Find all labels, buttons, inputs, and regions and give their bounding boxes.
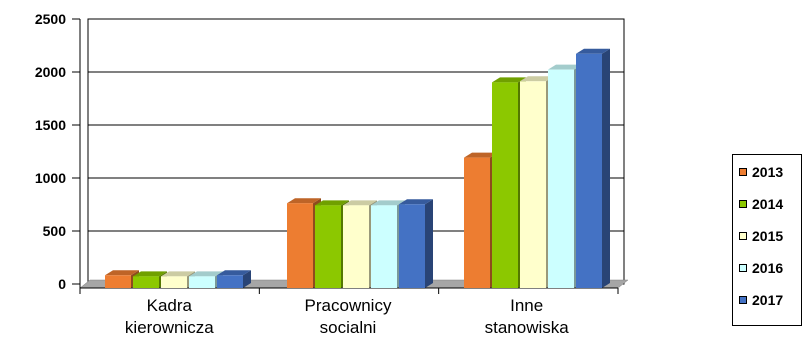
legend-label: 2015 (752, 228, 784, 244)
legend-item-2013: 2013 (739, 162, 783, 182)
x-category-label: Kadra (147, 296, 193, 315)
legend-swatch (739, 232, 747, 240)
legend-swatch (739, 200, 747, 208)
legend-item-2016: 2016 (739, 258, 783, 278)
legend-swatch (739, 168, 747, 176)
legend-label: 2014 (752, 196, 784, 212)
y-tick-label: 1000 (35, 170, 66, 186)
x-category-label: stanowiska (485, 318, 570, 337)
legend-item-2014: 2014 (739, 194, 783, 214)
legend-swatch (739, 264, 747, 272)
legend-label: 2016 (752, 260, 784, 276)
legend-item-2015: 2015 (739, 226, 783, 246)
y-tick-label: 500 (43, 223, 67, 239)
legend-swatch (739, 296, 747, 304)
legend-label: 2013 (752, 164, 784, 180)
legend-item-2017: 2017 (739, 290, 783, 310)
bar-2017-0 (217, 270, 251, 288)
y-tick-label: 0 (58, 276, 66, 292)
bar-2017-1 (399, 199, 433, 288)
x-category-label: kierownicza (125, 318, 214, 337)
y-tick-label: 1500 (35, 117, 66, 133)
x-category-label: socialni (320, 318, 377, 337)
legend-label: 2017 (752, 292, 784, 308)
x-category-label: Inne (510, 296, 543, 315)
legend: 2013 2014 2015 2016 2017 (732, 154, 802, 326)
y-tick-label: 2000 (35, 64, 66, 80)
x-category-label: Pracownicy (305, 296, 392, 315)
y-tick-label: 2500 (35, 11, 66, 27)
bar-2017-2 (576, 48, 610, 288)
